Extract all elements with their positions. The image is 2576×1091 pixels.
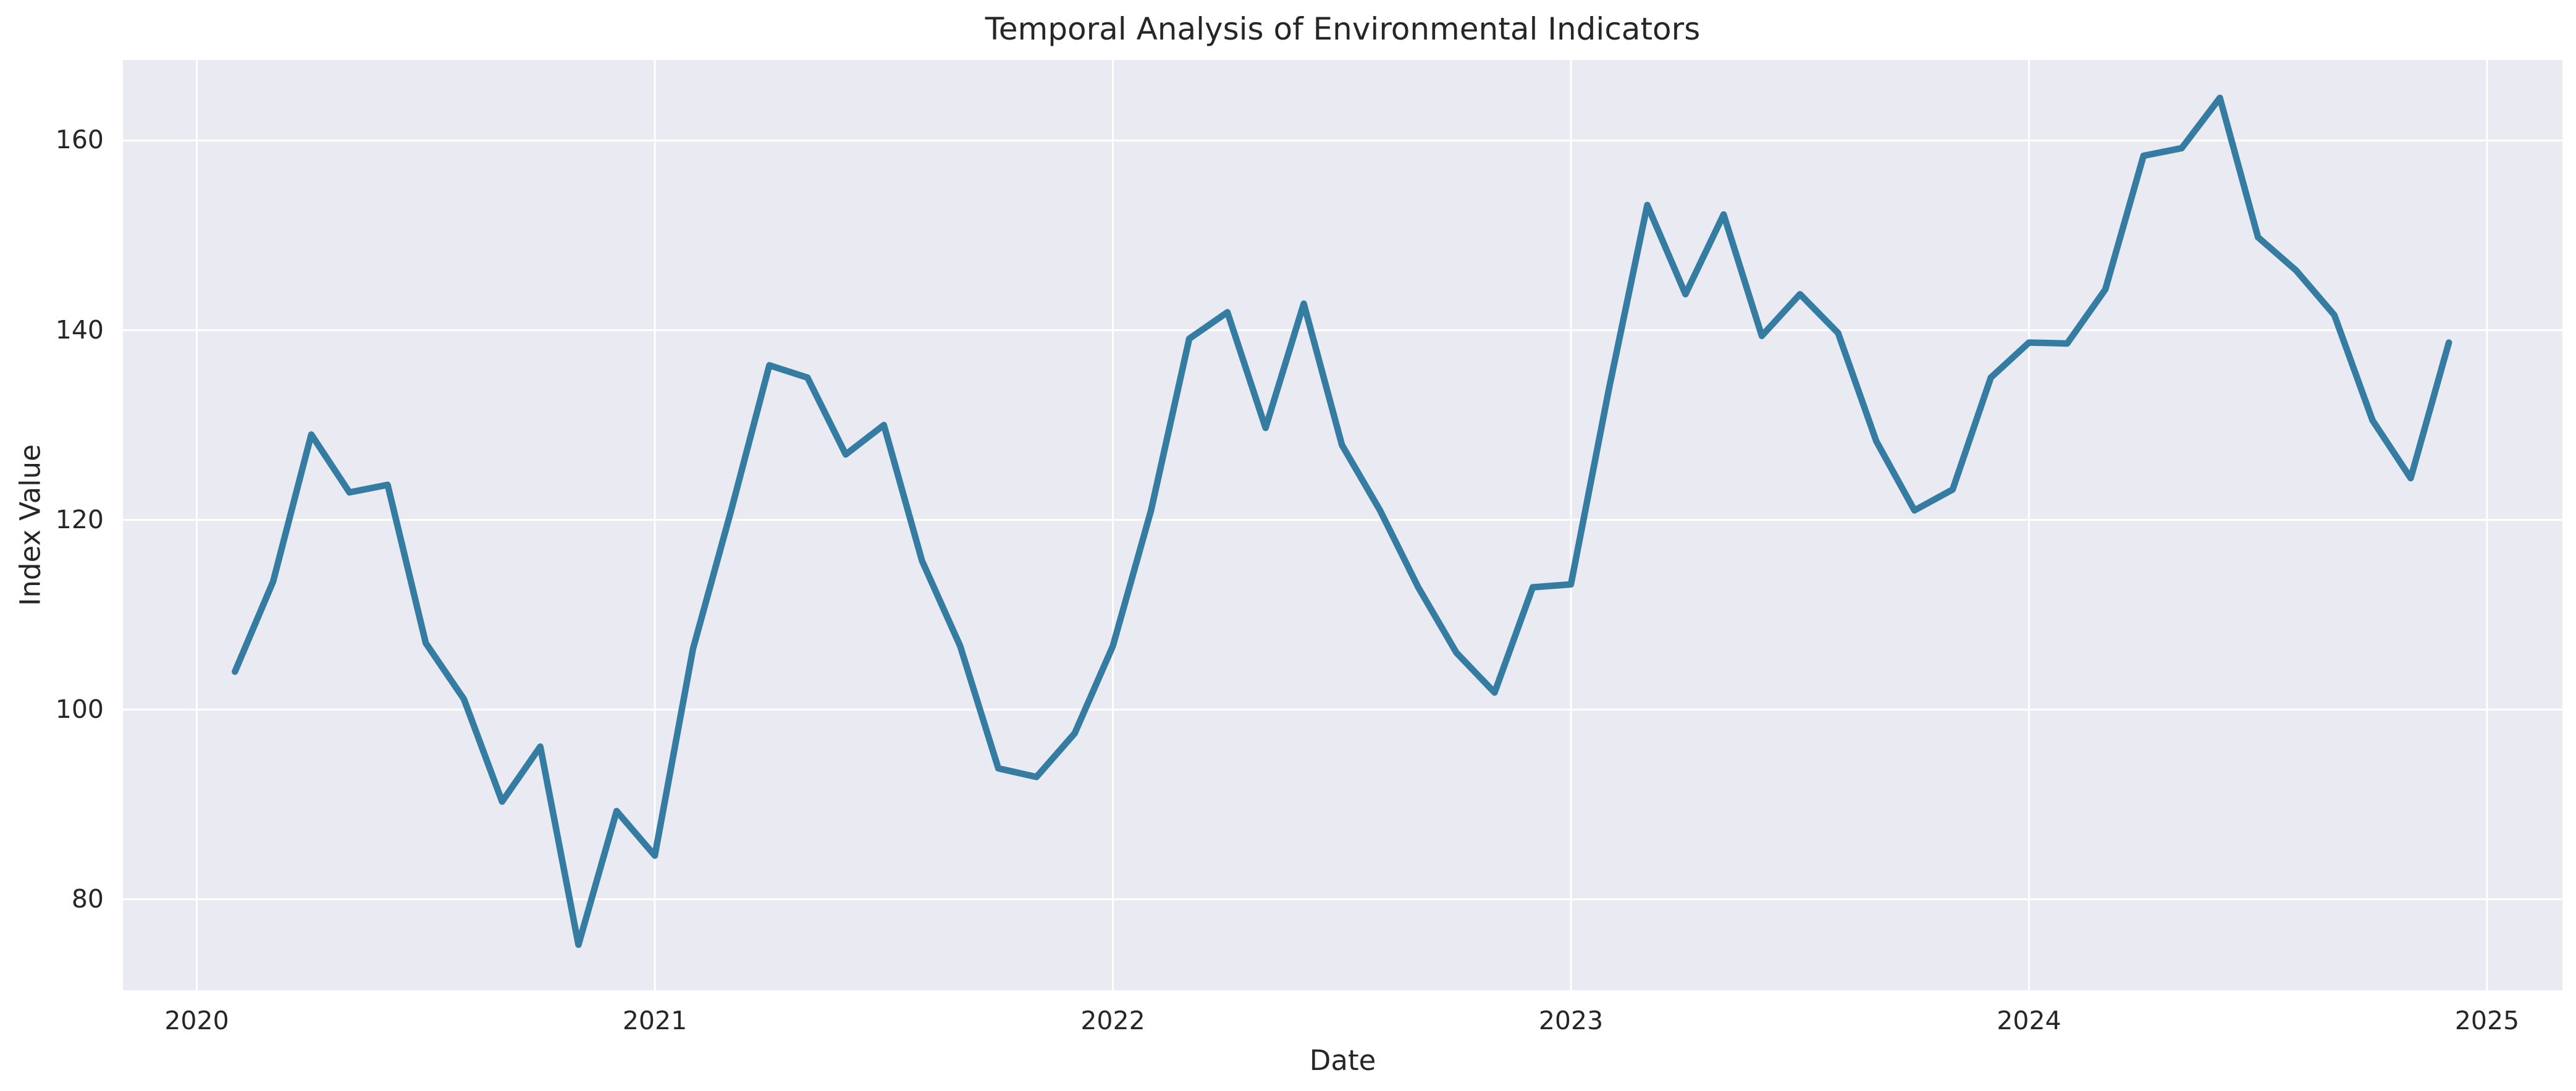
plot-area	[123, 60, 2562, 990]
chart-title: Temporal Analysis of Environmental Indic…	[985, 11, 1701, 47]
x-axis-label: Date	[1309, 1044, 1376, 1077]
horizontal-gridlines	[123, 139, 2562, 901]
y-tick-label-140: 140	[55, 314, 104, 345]
data-line	[232, 95, 2452, 948]
x-tick-label-2024: 2024	[1997, 1006, 2061, 1035]
y-tick-label-100: 100	[55, 694, 104, 724]
x-tick-label-2025: 2025	[2454, 1006, 2520, 1035]
x-tick-label-2020: 2020	[164, 1006, 229, 1035]
y-tick-label-80: 80	[71, 883, 104, 914]
x-tick-label-2023: 2023	[1538, 1006, 1604, 1035]
y-tick-label-160: 160	[55, 125, 104, 155]
vertical-gridlines	[196, 60, 2488, 990]
y-tick-label-120: 120	[55, 504, 104, 534]
x-tick-label-2021: 2021	[622, 1006, 688, 1035]
x-tick-label-2022: 2022	[1080, 1006, 1145, 1035]
